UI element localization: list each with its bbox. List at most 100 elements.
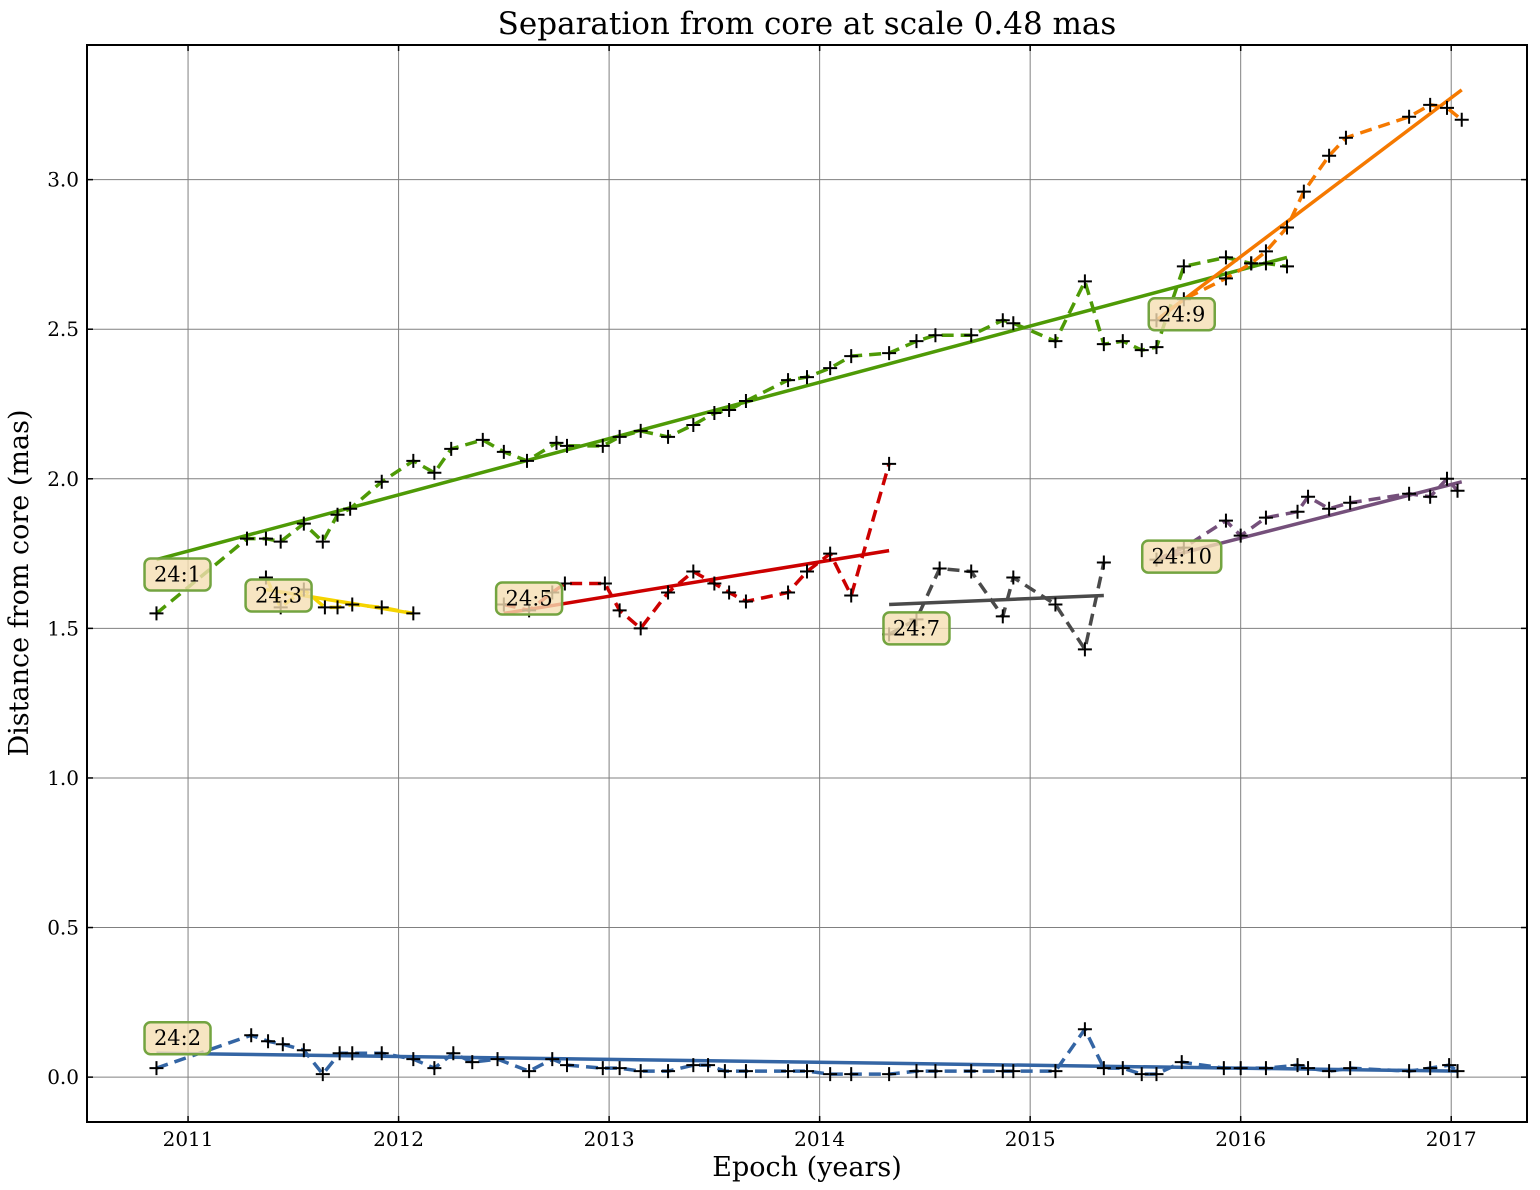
data-point — [406, 453, 421, 468]
y-tick-label: 2.5 — [47, 317, 79, 341]
data-point — [406, 1052, 421, 1067]
data-point — [738, 394, 753, 409]
data-point — [330, 600, 345, 615]
data-line — [155, 255, 1288, 615]
label-box — [494, 581, 564, 616]
data-point — [633, 621, 648, 636]
data-point — [717, 1064, 732, 1079]
data-point — [149, 1061, 164, 1076]
component-24-2 — [149, 1022, 1465, 1082]
x-tick-label: 2017 — [1426, 1127, 1477, 1151]
label-box — [1147, 297, 1216, 332]
component-label: 24:10 — [1151, 545, 1212, 569]
data-point — [1258, 1061, 1273, 1076]
data-point — [444, 441, 459, 456]
data-point — [1218, 250, 1233, 265]
data-point — [520, 453, 534, 468]
data-point — [343, 501, 358, 516]
x-tick-label: 2014 — [794, 1127, 845, 1151]
y-tick-label: 2.0 — [47, 467, 79, 491]
data-point — [1343, 1061, 1358, 1076]
fit-line — [1155, 88, 1463, 322]
data-point — [258, 531, 273, 546]
data-point — [1338, 130, 1353, 145]
annotations: 24:1 24:2 24:3 24:5 24:7 24:9 24:10 — [143, 297, 1223, 1056]
component-label: 24:5 — [506, 586, 553, 610]
component-label-box: 24:9 — [1147, 297, 1216, 332]
data-point — [844, 588, 859, 603]
data-point — [1301, 1061, 1316, 1076]
fit-line — [156, 255, 1288, 562]
data-point — [738, 1064, 753, 1079]
data-point — [545, 1052, 560, 1067]
data-point — [522, 1064, 537, 1079]
data-point — [781, 585, 796, 600]
component-label: 24:1 — [154, 563, 201, 587]
data-point — [427, 1061, 442, 1076]
data-point — [315, 534, 330, 549]
fit-line — [889, 593, 1104, 607]
component-label-box: 24:5 — [494, 581, 564, 616]
data-point — [722, 402, 737, 417]
data-point — [1258, 510, 1273, 525]
data-point — [275, 1037, 290, 1052]
data-point — [296, 1043, 311, 1058]
ticks: 2011 2012 2013 2014 2015 2016 2017 0.0 0.5 1.0 1.5… — [47, 45, 1527, 1151]
data-point — [882, 456, 897, 471]
data-point — [928, 328, 943, 343]
data-point — [686, 417, 701, 432]
data-point — [1301, 489, 1316, 504]
data-point — [595, 438, 610, 453]
data-point — [995, 313, 1010, 328]
component-label: 24:2 — [154, 1026, 201, 1050]
data-point — [686, 564, 701, 579]
data-point — [296, 516, 311, 531]
label-box — [143, 557, 212, 592]
data-point — [1450, 1064, 1465, 1079]
x-tick-label: 2013 — [584, 1127, 635, 1151]
data-point — [661, 1064, 676, 1079]
label-box — [882, 611, 951, 646]
data-point — [1322, 148, 1337, 163]
data-point — [465, 1055, 480, 1070]
y-tick-label: 0.0 — [47, 1065, 79, 1089]
data-point — [1115, 1061, 1130, 1076]
grid — [87, 45, 1527, 1122]
data-point — [1280, 220, 1294, 235]
data-point — [612, 1061, 627, 1076]
data-point — [1048, 597, 1063, 612]
data-point — [823, 546, 838, 561]
data-point — [374, 474, 389, 489]
data-point — [707, 576, 722, 591]
label-box — [1140, 539, 1223, 574]
data-point — [1423, 1061, 1438, 1076]
chart-title: Separation from core at scale 0.48 mas — [498, 6, 1117, 42]
data-point — [595, 1061, 610, 1076]
y-tick-label: 0.5 — [47, 916, 79, 940]
data-point — [932, 561, 947, 576]
data-point — [330, 507, 345, 522]
x-tick-label: 2011 — [163, 1127, 214, 1151]
y-axis-label: Distance from core (mas) — [4, 410, 35, 757]
component-label: 24:7 — [893, 616, 940, 640]
fit-line — [503, 548, 890, 616]
component-label-box: 24:3 — [244, 578, 313, 613]
data-point — [1402, 486, 1417, 501]
data-point — [800, 1064, 814, 1079]
data-point — [633, 1064, 648, 1079]
data-point — [1322, 501, 1337, 516]
x-tick-label: 2012 — [373, 1127, 424, 1151]
data-point — [909, 1064, 924, 1079]
data-point — [1280, 259, 1294, 274]
data-point — [738, 594, 753, 609]
component-24-5 — [496, 456, 897, 636]
component-label: 24:3 — [255, 583, 302, 607]
data-point — [882, 1067, 897, 1082]
label-box — [143, 1020, 212, 1056]
data-point — [800, 370, 814, 385]
data-point — [1440, 100, 1454, 115]
data-point — [261, 1034, 276, 1049]
plot-frame — [86, 44, 1528, 1123]
data-point — [1290, 504, 1305, 519]
data-point — [1096, 337, 1111, 352]
